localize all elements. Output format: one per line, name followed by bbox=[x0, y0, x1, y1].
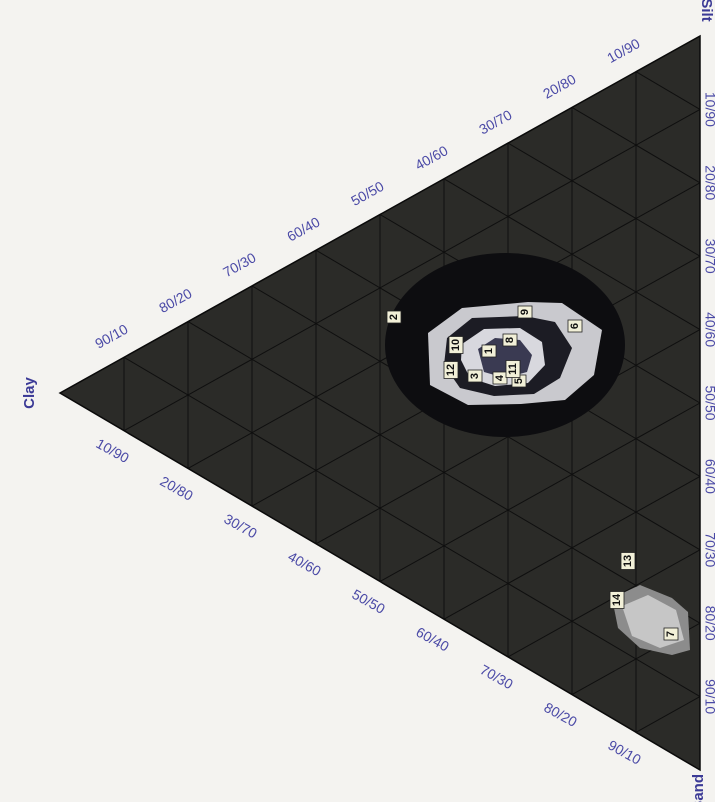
point-label: 12 bbox=[445, 364, 457, 376]
sample-point-11: 11 bbox=[506, 361, 520, 378]
sample-point-3: 3 bbox=[468, 370, 482, 382]
tick-label-right: 50/50 bbox=[702, 385, 715, 420]
sample-point-8: 8 bbox=[503, 334, 517, 346]
tick-label-top: 60/40 bbox=[284, 213, 323, 244]
tick-label-bottom: 50/50 bbox=[349, 586, 388, 617]
sample-point-2: 2 bbox=[387, 311, 401, 323]
tick-label-right: 90/10 bbox=[702, 679, 715, 714]
sample-point-13: 13 bbox=[621, 553, 635, 570]
point-label: 3 bbox=[469, 373, 481, 379]
sample-point-7: 7 bbox=[664, 628, 678, 640]
tick-label-top: 40/60 bbox=[412, 142, 451, 173]
tick-label-bottom: 60/40 bbox=[413, 624, 452, 655]
sample-point-9: 9 bbox=[518, 306, 532, 318]
sample-point-4: 4 bbox=[493, 372, 507, 384]
point-label: 10 bbox=[450, 339, 462, 351]
tick-label-right: 80/20 bbox=[702, 606, 715, 641]
point-label: 13 bbox=[622, 555, 634, 567]
tick-label-right: 70/30 bbox=[702, 532, 715, 567]
point-label: 2 bbox=[388, 314, 400, 320]
point-label: 8 bbox=[504, 337, 516, 343]
tick-label-right: 10/90 bbox=[702, 92, 715, 127]
tick-label-top: 10/90 bbox=[604, 35, 643, 66]
sample-point-12: 12 bbox=[444, 362, 458, 379]
sample-point-1: 1 bbox=[482, 345, 496, 357]
point-label: 14 bbox=[611, 593, 623, 606]
tick-label-right: 40/60 bbox=[702, 312, 715, 347]
tick-label-bottom: 20/80 bbox=[157, 473, 196, 504]
point-label: 9 bbox=[519, 309, 531, 315]
tick-label-bottom: 30/70 bbox=[221, 510, 260, 541]
tick-label-right: 20/80 bbox=[702, 165, 715, 200]
tick-label-top: 90/10 bbox=[92, 321, 131, 352]
vertex-label-sand: Sand bbox=[690, 774, 707, 802]
tick-label-bottom: 10/90 bbox=[93, 435, 132, 466]
point-label: 6 bbox=[569, 323, 581, 329]
sample-point-10: 10 bbox=[449, 337, 463, 354]
tick-label-bottom: 70/30 bbox=[477, 661, 516, 692]
tick-label-top: 20/80 bbox=[540, 71, 579, 102]
sample-point-6: 6 bbox=[568, 320, 582, 332]
tick-label-top: 80/20 bbox=[156, 285, 195, 316]
tick-label-bottom: 40/60 bbox=[285, 548, 324, 579]
tick-label-top: 50/50 bbox=[348, 178, 387, 209]
point-label: 7 bbox=[665, 631, 677, 637]
point-label: 4 bbox=[494, 374, 506, 381]
tick-label-top: 30/70 bbox=[476, 106, 515, 137]
vertex-label-clay: Clay bbox=[21, 377, 38, 409]
tick-label-right: 60/40 bbox=[702, 459, 715, 494]
tick-label-bottom: 90/10 bbox=[605, 737, 644, 768]
point-label: 11 bbox=[507, 363, 519, 375]
tick-label-top: 70/30 bbox=[220, 249, 259, 280]
tick-label-bottom: 80/20 bbox=[541, 699, 580, 730]
point-label: 5 bbox=[513, 378, 525, 384]
vertex-label-silt: Silt bbox=[698, 0, 715, 22]
point-label: 1 bbox=[483, 348, 495, 354]
sample-point-14: 14 bbox=[610, 592, 624, 609]
tick-label-right: 30/70 bbox=[702, 239, 715, 274]
